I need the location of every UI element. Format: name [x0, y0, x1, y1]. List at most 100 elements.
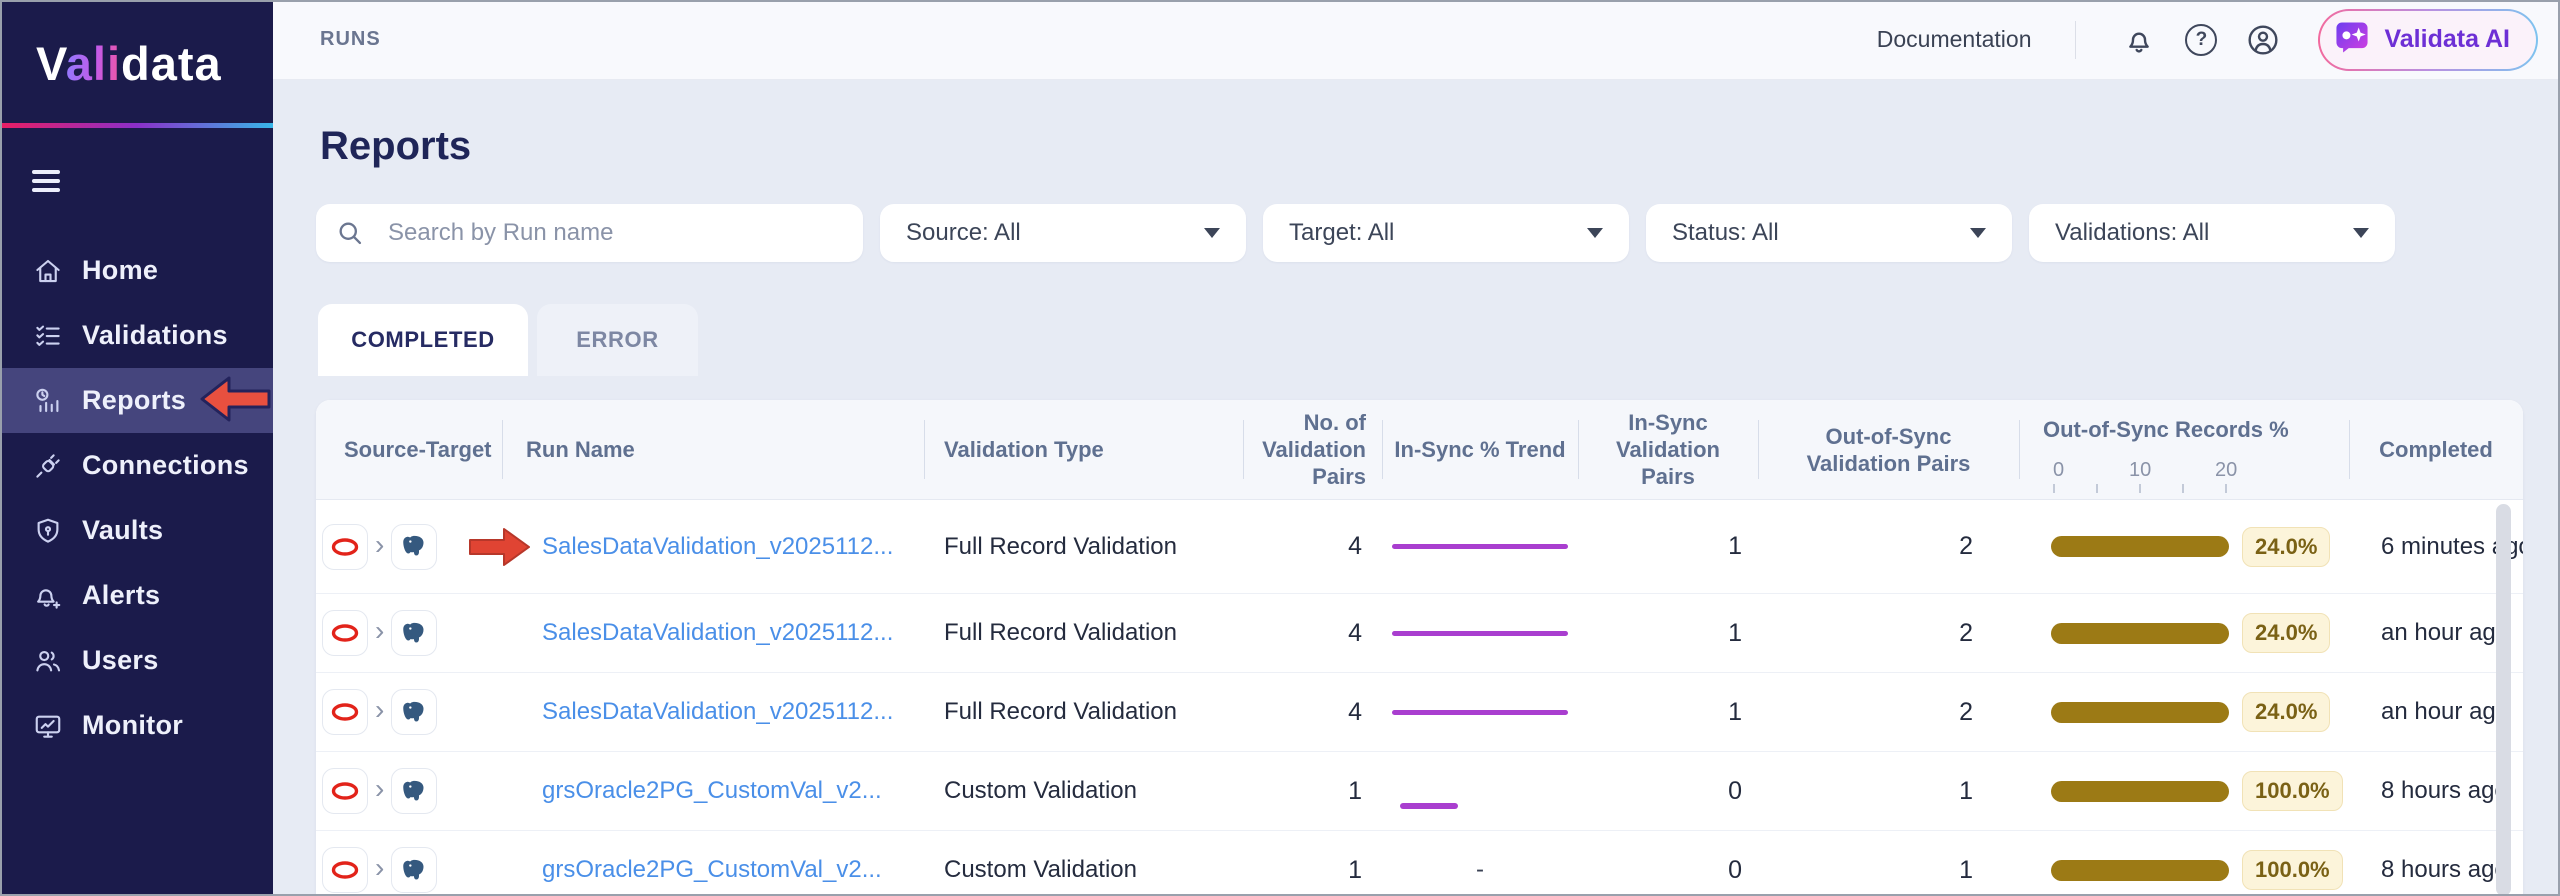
validata-ai-button[interactable]: Validata AI — [2318, 8, 2538, 71]
records-pct-bar — [2051, 622, 2229, 644]
records-pct-bar — [2051, 701, 2229, 723]
chevron-right-icon: › — [375, 528, 385, 560]
oracle-source-icon — [322, 847, 368, 893]
table-row[interactable]: › SalesDataValidation_v2025112... Full R… — [316, 594, 2523, 673]
table-row[interactable]: › SalesDataValidation_v2025112... Full R… — [316, 673, 2523, 752]
records-pct-cell: 24.0% — [2019, 526, 2349, 567]
chevron-right-icon: › — [375, 694, 385, 725]
shield-icon — [32, 515, 64, 547]
run-name-link[interactable]: SalesDataValidation_v2025112... — [542, 532, 894, 560]
sidebar-item-users[interactable]: Users — [0, 628, 273, 693]
trend-sparkline — [1392, 544, 1568, 549]
logo-highlight: ali — [65, 37, 122, 90]
trend-sparkline — [1392, 709, 1568, 715]
sidebar: Validata Home Validations Reports Connec… — [0, 0, 273, 896]
validation-type-cell: Custom Validation — [944, 856, 1137, 883]
oracle-source-icon — [322, 523, 368, 570]
logo-suffix: data — [121, 37, 222, 90]
logo-prefix: V — [36, 37, 66, 90]
validations-filter-label: Validations: All — [2055, 219, 2210, 246]
pairs-count-cell: 4 — [1348, 697, 1362, 726]
hamburger-menu-icon[interactable] — [32, 170, 62, 197]
tab-error[interactable]: ERROR — [537, 304, 698, 376]
chevron-right-icon: › — [375, 615, 385, 646]
out-of-sync-pairs-cell: 2 — [1959, 532, 1973, 560]
source-filter-dropdown[interactable]: Source: All — [880, 204, 1246, 262]
sidebar-nav: Home Validations Reports Connections Vau… — [0, 238, 273, 758]
sidebar-item-label: Users — [82, 645, 159, 675]
run-name-link[interactable]: grsOracle2PG_CustomVal_v2... — [542, 777, 882, 804]
validations-filter-dropdown[interactable]: Validations: All — [2029, 204, 2395, 262]
in-sync-pairs-cell: 1 — [1728, 697, 1742, 726]
run-name-link[interactable]: grsOracle2PG_CustomVal_v2... — [542, 856, 882, 883]
documentation-link[interactable]: Documentation — [1876, 26, 2032, 52]
notifications-bell-icon[interactable] — [2120, 21, 2158, 59]
postgresql-target-icon — [391, 847, 438, 893]
user-account-icon[interactable] — [2244, 21, 2282, 59]
table-row[interactable]: › SalesDataValidation_v2025112... Full R… — [316, 500, 2523, 594]
records-pct-cell: 24.0% — [2019, 613, 2349, 653]
table-row[interactable]: › grsOracle2PG_CustomVal_v2... Custom Va… — [316, 752, 2523, 831]
status-filter-dropdown[interactable]: Status: All — [1646, 204, 2012, 262]
sidebar-item-alerts[interactable]: Alerts — [0, 563, 273, 628]
bell-plus-icon — [32, 580, 64, 612]
tab-completed[interactable]: COMPLETED — [318, 304, 528, 376]
records-pct-cell: 24.0% — [2019, 692, 2349, 732]
postgresql-target-icon — [391, 523, 438, 570]
col-header-no-of-pairs: No. of Validation Pairs — [1243, 400, 1382, 499]
completed-cell: an hour ago — [2381, 619, 2510, 646]
run-name-link[interactable]: SalesDataValidation_v2025112... — [542, 619, 894, 646]
trend-cell — [1382, 709, 1578, 715]
table-vertical-scrollbar[interactable] — [2496, 504, 2511, 896]
table-header-row: Source-Target Run Name Validation Type N… — [316, 400, 2523, 500]
validata-logo: Validata — [36, 36, 222, 91]
col-header-out-of-sync-records: Out-of-Sync Records % 0 10 20 — [2019, 400, 2349, 499]
ai-chat-sparkle-icon — [2332, 17, 2372, 62]
pairs-count-cell: 1 — [1348, 855, 1362, 884]
sidebar-item-home[interactable]: Home — [0, 238, 273, 303]
checklist-icon — [32, 320, 64, 352]
page-title: Reports — [320, 124, 472, 168]
out-of-sync-pairs-cell: 1 — [1959, 855, 1973, 884]
chevron-down-icon — [1970, 228, 1986, 238]
in-sync-pairs-cell: 0 — [1728, 776, 1742, 805]
users-icon — [32, 645, 64, 677]
sidebar-item-validations[interactable]: Validations — [0, 303, 273, 368]
topbar-divider — [2075, 20, 2077, 59]
col-header-source-target: Source-Target — [344, 437, 492, 462]
pairs-count-cell: 1 — [1348, 776, 1362, 805]
in-sync-pairs-cell: 1 — [1728, 532, 1742, 560]
col-header-run-name: Run Name — [502, 400, 924, 499]
target-filter-label: Target: All — [1289, 219, 1395, 246]
col-header-in-sync-trend: In-Sync % Trend — [1382, 400, 1578, 499]
run-name-link[interactable]: SalesDataValidation_v2025112... — [542, 698, 894, 725]
sidebar-item-label: Home — [82, 255, 159, 285]
breadcrumb: RUNS — [320, 28, 381, 50]
completed-cell: 8 hours ago — [2381, 856, 2508, 883]
sidebar-item-connections[interactable]: Connections — [0, 433, 273, 498]
out-of-sync-pairs-cell: 2 — [1959, 697, 1973, 726]
sidebar-item-monitor[interactable]: Monitor — [0, 693, 273, 758]
help-icon[interactable]: ? — [2182, 21, 2220, 59]
ai-button-label: Validata AI — [2384, 25, 2510, 53]
postgresql-target-icon — [391, 610, 438, 656]
col-header-out-of-sync-pairs: Out-of-Sync Validation Pairs — [1758, 400, 2019, 499]
out-of-sync-pairs-cell: 2 — [1959, 618, 1973, 647]
reports-table-card: Source-Target Run Name Validation Type N… — [316, 400, 2523, 896]
chevron-down-icon — [2353, 228, 2369, 238]
sidebar-item-label: Connections — [82, 450, 249, 480]
records-pct-badge: 100.0% — [2242, 850, 2343, 890]
source-filter-label: Source: All — [906, 219, 1021, 246]
table-row[interactable]: › grsOracle2PG_CustomVal_v2... Custom Va… — [316, 831, 2523, 896]
records-pct-cell: 100.0% — [2019, 850, 2349, 890]
completed-cell: an hour ago — [2381, 698, 2510, 725]
status-filter-label: Status: All — [1672, 219, 1779, 246]
monitor-icon — [32, 710, 64, 742]
pairs-count-cell: 4 — [1348, 618, 1362, 647]
sidebar-item-vaults[interactable]: Vaults — [0, 498, 273, 563]
target-filter-dropdown[interactable]: Target: All — [1263, 204, 1629, 262]
validation-type-cell: Full Record Validation — [944, 532, 1178, 560]
in-sync-pairs-cell: 1 — [1728, 618, 1742, 647]
search-input[interactable] — [386, 218, 843, 248]
